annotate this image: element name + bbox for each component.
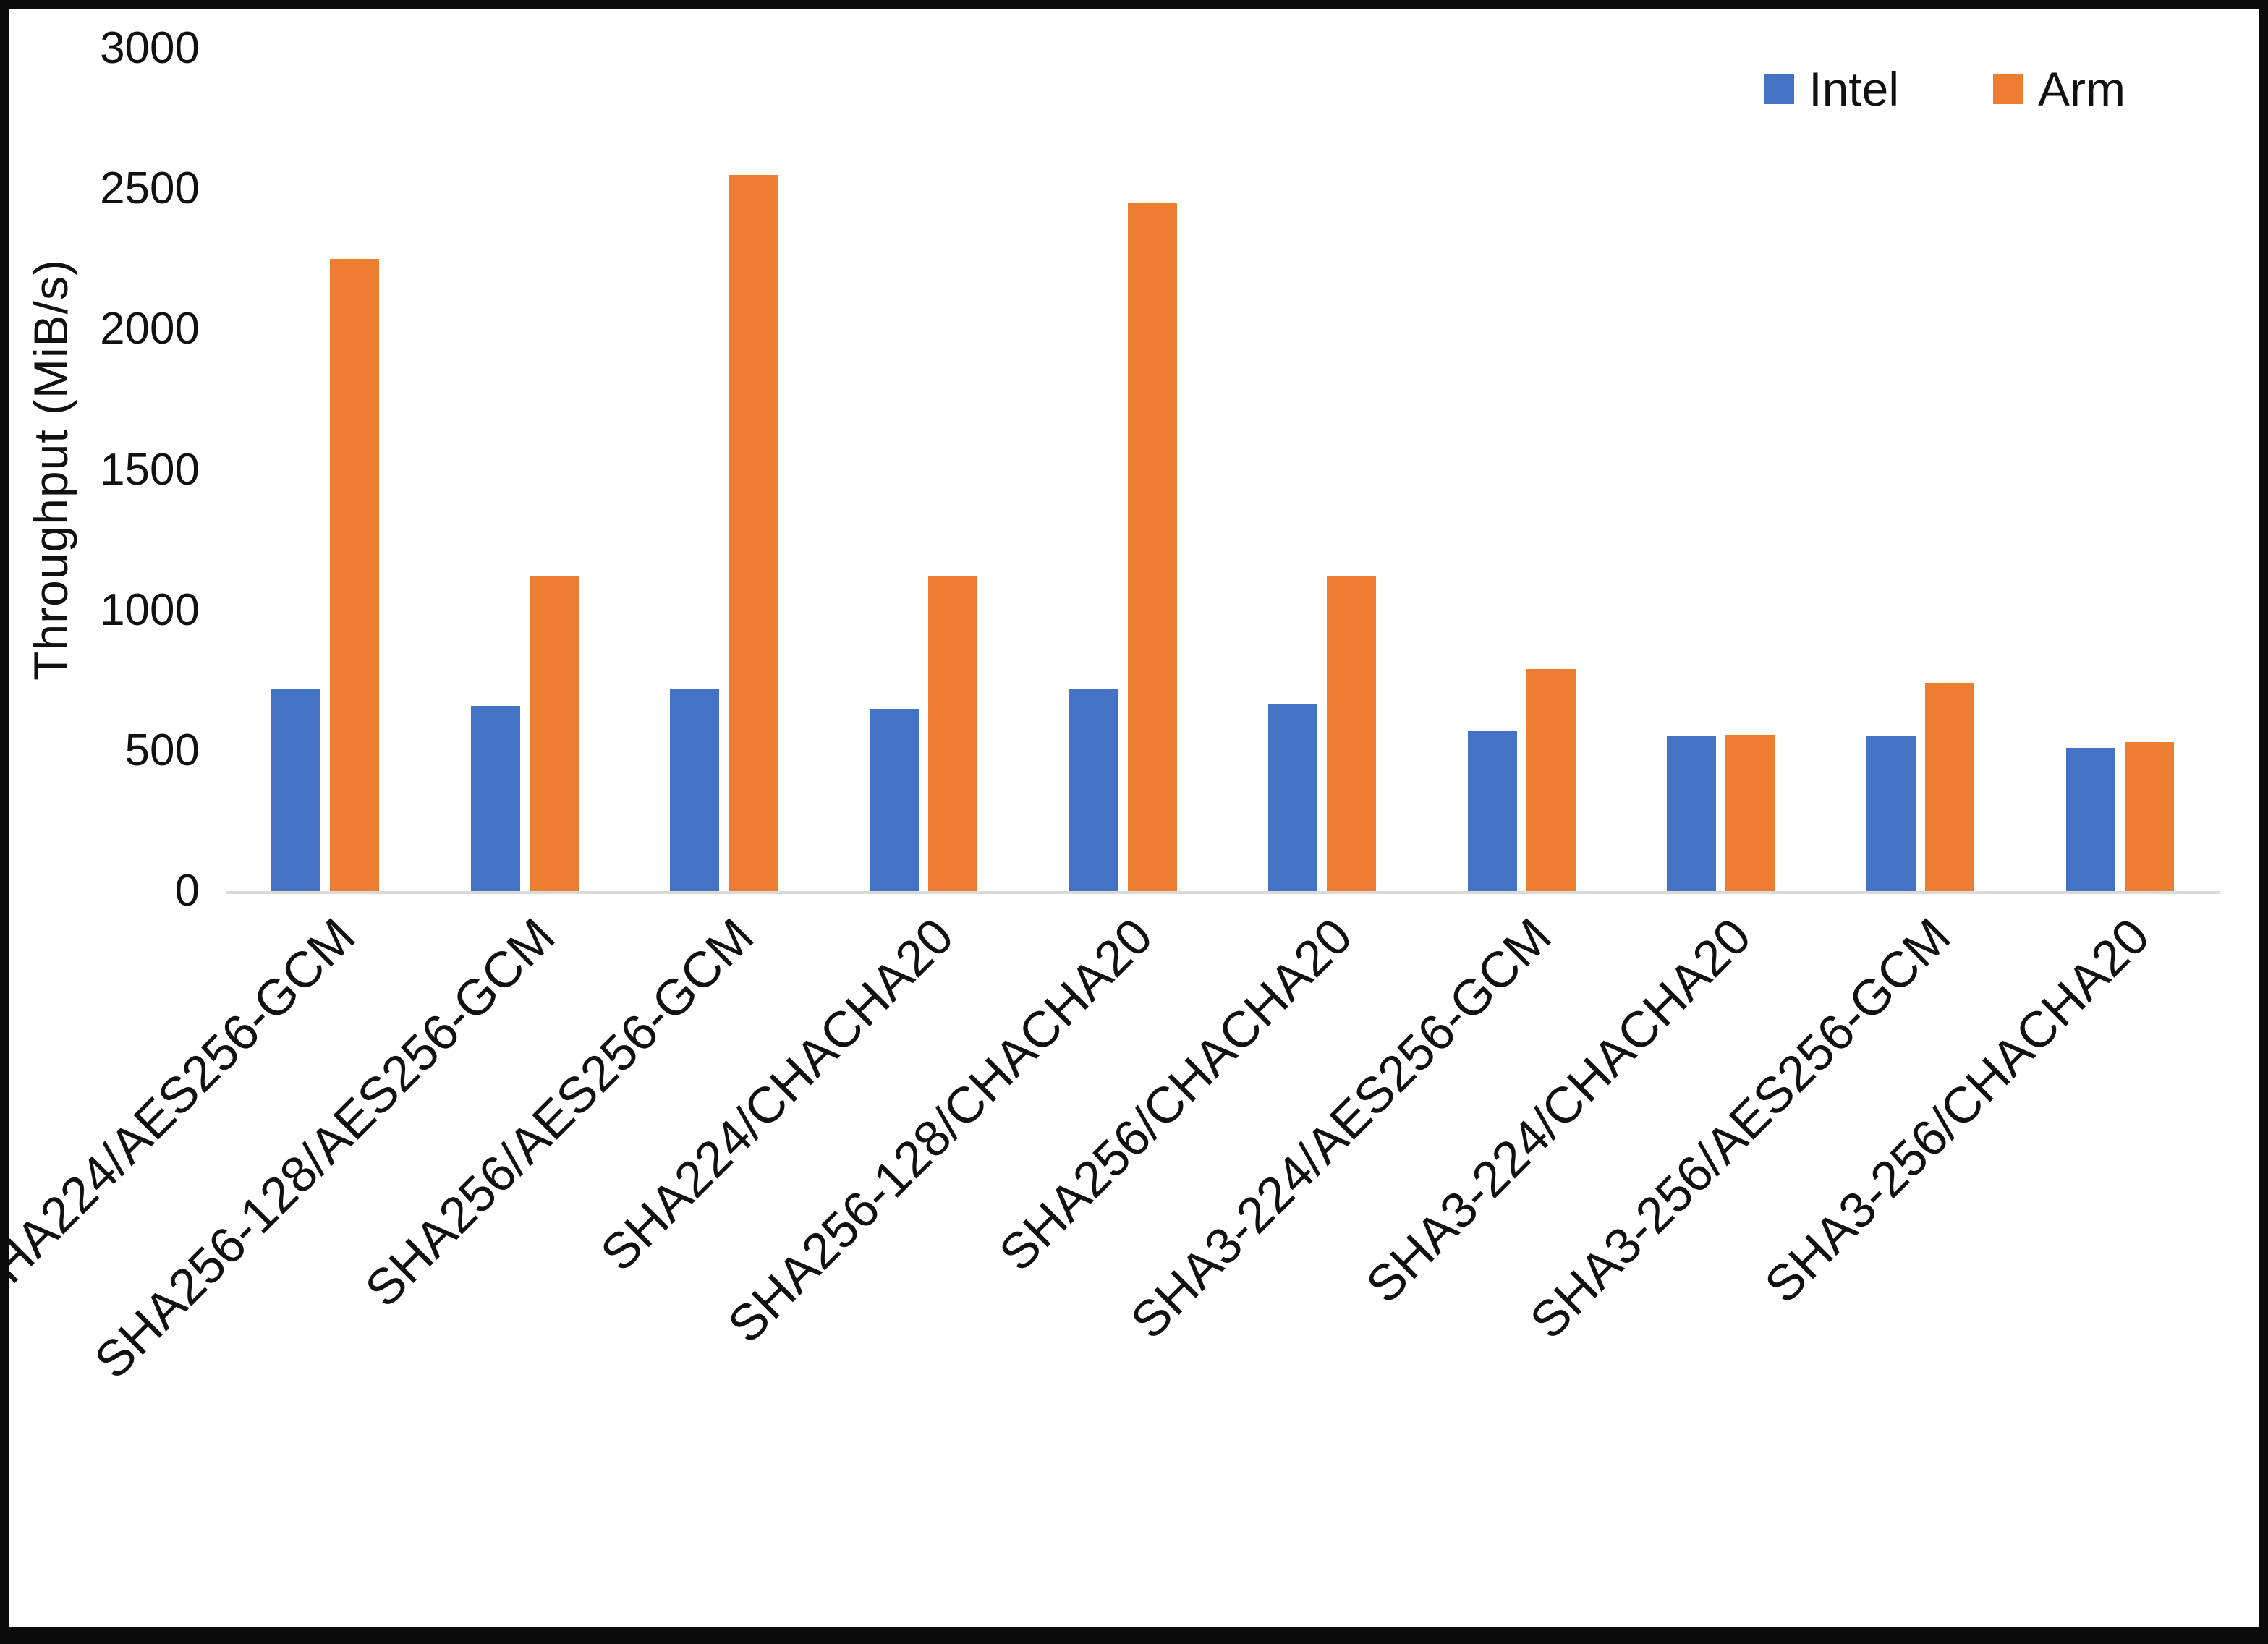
- bar-intel-sha3-256/chacha20: [2065, 747, 2115, 891]
- y-tick-label: 3000: [100, 23, 200, 73]
- y-tick-label: 0: [174, 866, 200, 916]
- bar-intel-sha3-224/chacha20: [1667, 736, 1717, 891]
- bar-intel-sha256/chacha20: [1268, 704, 1318, 891]
- bar-arm-sha3-224/chacha20: [1725, 735, 1775, 891]
- intel-swatch: [1764, 74, 1795, 104]
- y-axis-title-column: Throughput (MiB/s): [9, 48, 92, 891]
- legend: Intel Arm: [1764, 61, 2125, 116]
- bar-group: [2020, 48, 2220, 891]
- chart-row: Throughput (MiB/s) 0 500 1000 1500 2000 2500 3…: [9, 26, 2259, 913]
- bar-arm-sha256/aes256-gcm: [729, 174, 778, 891]
- legend-item-intel: Intel: [1764, 61, 1899, 116]
- x-label-slot: SHA3-256/CHACHA20: [1754, 894, 2220, 1444]
- legend-label-arm: Arm: [2038, 62, 2125, 116]
- bar-group: [1422, 48, 1622, 891]
- bar-arm-sha3-256/aes256-gcm: [1925, 683, 1975, 891]
- y-axis: 0 500 1000 1500 2000 2500 3000: [92, 26, 226, 913]
- y-tick-label: 500: [124, 725, 200, 775]
- bar-intel-sha224/aes256-gcm: [271, 689, 321, 891]
- bar-group: [1821, 48, 2021, 891]
- bar-intel-sha256-128/aes256-gcm: [470, 705, 520, 891]
- bar-intel-sha224/chacha20: [870, 708, 919, 891]
- x-labels: SHA224/AES256-GCM SHA256-128/AES256-GCM SH…: [9, 894, 2220, 1444]
- bar-intel-sha256-128/chacha20: [1069, 689, 1118, 891]
- bar-intel-sha3-224/aes256-gcm: [1467, 731, 1517, 891]
- bar-arm-sha256/chacha20: [1327, 576, 1377, 891]
- bar-group: [425, 48, 625, 891]
- bar-group: [624, 48, 824, 891]
- y-tick-label: 2000: [100, 304, 200, 354]
- bar-arm-sha3-256/chacha20: [2124, 742, 2174, 891]
- bar-group: [1223, 48, 1422, 891]
- y-tick-label: 2500: [100, 163, 200, 214]
- plot-area: Intel Arm: [226, 48, 2220, 894]
- bar-arm-sha256-128/chacha20: [1127, 203, 1177, 891]
- legend-item-arm: Arm: [1993, 61, 2125, 116]
- bars-container: [226, 48, 2220, 891]
- bar-intel-sha3-256/aes256-gcm: [1866, 736, 1916, 891]
- y-axis-title: Throughput (MiB/s): [23, 259, 77, 681]
- arm-swatch: [1993, 74, 2024, 104]
- bar-arm-sha224/chacha20: [928, 576, 978, 891]
- bar-arm-sha224/aes256-gcm: [330, 259, 380, 891]
- y-tick-label: 1500: [100, 444, 200, 495]
- bar-intel-sha256/aes256-gcm: [670, 689, 720, 891]
- bar-group: [824, 48, 1024, 891]
- bar-arm-sha3-224/aes256-gcm: [1526, 669, 1576, 891]
- y-tick-label: 1000: [100, 584, 200, 635]
- legend-label-intel: Intel: [1809, 62, 1900, 116]
- bar-group: [1621, 48, 1821, 891]
- bar-group: [226, 48, 425, 891]
- bar-arm-sha256-128/aes256-gcm: [529, 576, 579, 891]
- bar-group: [1023, 48, 1223, 891]
